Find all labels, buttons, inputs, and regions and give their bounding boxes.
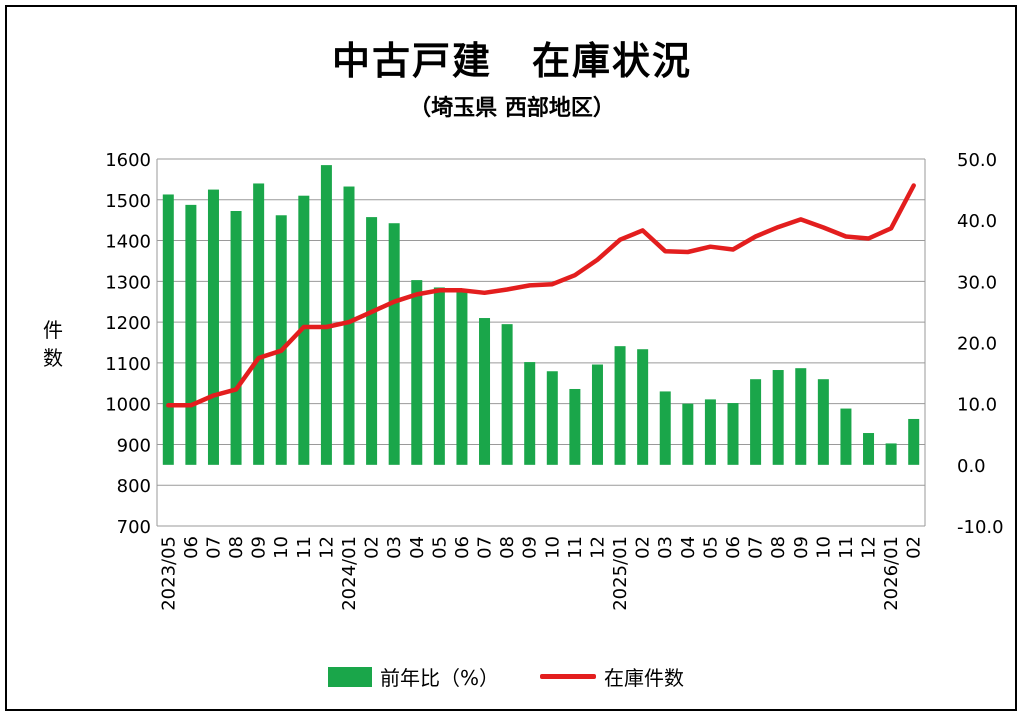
bar — [185, 204, 197, 465]
bar — [388, 223, 400, 465]
x-tick: 09 — [520, 536, 541, 559]
bar — [637, 349, 649, 465]
x-tick: 12 — [587, 536, 608, 559]
bar — [366, 217, 378, 465]
x-tick: 12 — [316, 536, 337, 559]
legend-swatch-bar — [328, 666, 372, 687]
bar — [727, 403, 739, 465]
bar — [320, 165, 332, 465]
y-tick-left: 1000 — [105, 395, 151, 416]
bar — [704, 399, 716, 465]
bar — [546, 371, 558, 465]
bar — [207, 189, 219, 465]
y-tick-left: 800 — [117, 476, 151, 497]
x-tick: 04 — [407, 536, 428, 559]
x-tick: 03 — [384, 536, 405, 559]
y-tick-left: 1500 — [105, 191, 151, 212]
legend-label-line: 在庫件数 — [604, 666, 684, 690]
x-tick: 12 — [859, 536, 880, 559]
bar — [569, 388, 581, 465]
x-tick: 05 — [429, 536, 450, 559]
bar — [456, 291, 468, 465]
x-tick: 05 — [700, 536, 721, 559]
bar — [275, 215, 287, 465]
x-tick: 03 — [655, 536, 676, 559]
bar — [524, 362, 536, 465]
y-tick-left: 700 — [117, 517, 151, 538]
bar — [682, 403, 694, 465]
x-tick: 07 — [475, 536, 496, 559]
bar — [863, 433, 875, 465]
bar — [411, 280, 423, 465]
bar — [772, 370, 784, 465]
bar — [298, 195, 310, 465]
bar — [795, 368, 807, 465]
x-tick: 10 — [813, 536, 834, 559]
y-tick-left: 1600 — [105, 150, 151, 171]
legend-label-bar: 前年比（%） — [380, 666, 500, 690]
y-tick-right: 0.0 — [957, 456, 986, 477]
series-line — [166, 183, 916, 408]
x-tick: 04 — [678, 536, 699, 559]
legend-item-line: 在庫件数 — [540, 662, 684, 691]
bar — [908, 418, 920, 465]
bar — [501, 324, 513, 465]
x-tick: 2023/05 — [158, 536, 179, 611]
y-tick-left: 1100 — [105, 354, 151, 375]
y-tick-left: 1200 — [105, 313, 151, 334]
x-tick: 11 — [294, 536, 315, 559]
x-tick: 10 — [542, 536, 563, 559]
chart-subtitle: （埼玉県 西部地区） — [409, 96, 615, 121]
x-tick: 02 — [904, 536, 925, 559]
y-tick-right: 20.0 — [957, 334, 997, 355]
y-tick-left: 1300 — [105, 272, 151, 293]
y-tick-right: 40.0 — [957, 211, 997, 232]
y-tick-left: 1400 — [105, 232, 151, 253]
bar — [614, 346, 626, 465]
x-tick: 11 — [836, 536, 857, 559]
x-tick: 07 — [203, 536, 224, 559]
x-tick: 08 — [226, 536, 247, 559]
bar — [253, 183, 265, 465]
bar — [343, 186, 355, 465]
x-tick: 10 — [271, 536, 292, 559]
bar — [750, 379, 762, 465]
x-tick: 06 — [452, 536, 473, 559]
y-tick-right: 10.0 — [957, 395, 997, 416]
x-tick: 09 — [791, 536, 812, 559]
bar — [479, 318, 491, 465]
y-tick-left: 900 — [117, 435, 151, 456]
bar — [840, 408, 852, 465]
bar — [659, 391, 671, 465]
bar — [817, 379, 829, 465]
bar — [433, 287, 445, 465]
x-tick: 08 — [497, 536, 518, 559]
bar — [591, 364, 603, 465]
x-tick: 02 — [362, 536, 383, 559]
x-tick: 11 — [565, 536, 586, 559]
legend: 前年比（%） 在庫件数 — [0, 662, 1024, 692]
x-tick: 2026/01 — [881, 536, 902, 611]
bar — [230, 210, 242, 465]
legend-item-bar: 前年比（%） — [328, 662, 499, 691]
chart-title: 中古戸建 在庫状況 — [331, 39, 692, 83]
x-tick: 08 — [768, 536, 789, 559]
x-tick: 09 — [249, 536, 270, 559]
x-tick: 2024/01 — [339, 536, 360, 611]
y-tick-right: 30.0 — [957, 272, 997, 293]
x-tick: 07 — [746, 536, 767, 559]
y-tick-right: -10.0 — [957, 517, 1004, 538]
x-tick: 2025/01 — [610, 536, 631, 611]
bar — [162, 194, 174, 465]
y-tick-right: 50.0 — [957, 150, 997, 171]
bar — [885, 443, 897, 465]
x-tick: 06 — [181, 536, 202, 559]
x-tick: 02 — [633, 536, 654, 559]
y-axis-label: 件数 — [43, 318, 63, 370]
x-tick: 06 — [723, 536, 744, 559]
legend-swatch-line — [540, 674, 596, 679]
